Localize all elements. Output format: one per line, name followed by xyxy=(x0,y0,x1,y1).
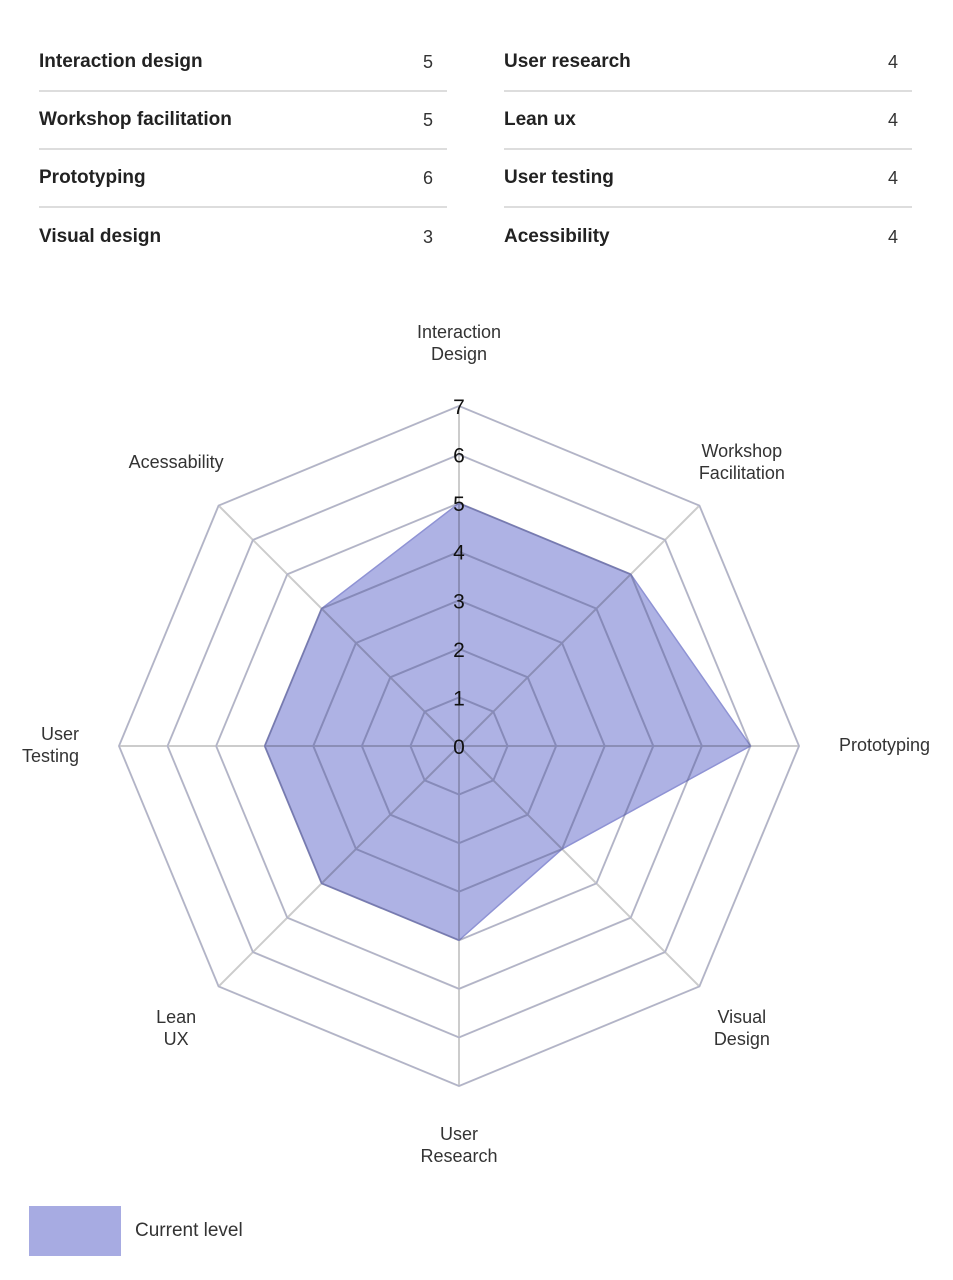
skills-column-left: Interaction design 5 Workshop facilitati… xyxy=(39,34,447,266)
axis-label-line: Design xyxy=(431,344,487,364)
axis-label-line: Workshop xyxy=(701,441,782,461)
skill-name: Visual design xyxy=(39,226,162,247)
axis-label: Lean UX xyxy=(156,1007,196,1049)
axis-label-line: Interaction xyxy=(417,322,501,342)
axis-label: Prototyping xyxy=(839,735,930,755)
axis-label: Interaction Design xyxy=(417,322,501,364)
skill-name: Lean ux xyxy=(504,109,576,130)
axis-label: Visual Design xyxy=(714,1007,770,1049)
skill-name: User research xyxy=(504,51,631,72)
skill-name: Interaction design xyxy=(39,51,203,72)
skill-row: User research 4 xyxy=(504,34,912,92)
tick-label: 0 xyxy=(453,736,465,759)
tick-label: 1 xyxy=(453,687,465,710)
axis-label-line: User xyxy=(41,724,79,744)
axis-label-line: Prototyping xyxy=(839,735,930,755)
axis-label: User Research xyxy=(420,1124,497,1166)
axis-label-line: Facilitation xyxy=(699,463,785,483)
tick-label: 4 xyxy=(453,542,465,565)
tick-label: 6 xyxy=(453,445,465,468)
axis-label: Workshop Facilitation xyxy=(699,441,785,483)
skill-row: Visual design 3 xyxy=(39,208,447,266)
axis-label-line: Visual xyxy=(717,1007,766,1027)
axis-label: User Testing xyxy=(22,724,79,766)
skill-value: 4 xyxy=(887,167,898,188)
skill-value: 4 xyxy=(887,109,898,130)
chart-legend: Current level xyxy=(29,1206,243,1256)
series-area xyxy=(263,502,752,942)
tick-label: 5 xyxy=(453,493,465,516)
grid-ring-overlay xyxy=(118,405,800,1087)
skill-value: 6 xyxy=(422,167,433,188)
skill-name: User testing xyxy=(504,167,614,188)
axis-label-line: Acessability xyxy=(129,452,224,472)
grid-ring-overlay xyxy=(215,502,703,990)
skill-value: 4 xyxy=(887,51,898,72)
skills-table: Interaction design 5 Workshop facilitati… xyxy=(39,34,912,266)
skill-row: Acessibility 4 xyxy=(504,208,912,266)
skill-value: 5 xyxy=(422,109,433,130)
axis-label: Acessability xyxy=(129,452,224,472)
skill-row: Workshop facilitation 5 xyxy=(39,92,447,150)
skill-row: Lean ux 4 xyxy=(504,92,912,150)
tick-label: 3 xyxy=(453,590,465,613)
skill-value: 3 xyxy=(422,226,433,247)
grid-ring-overlay xyxy=(263,550,655,942)
skill-row: User testing 4 xyxy=(504,150,912,208)
legend-swatch xyxy=(29,1206,121,1256)
skills-column-right: User research 4 Lean ux 4 User testing 4… xyxy=(504,34,912,266)
skill-name: Acessibility xyxy=(504,226,610,247)
grid-ring-overlay xyxy=(409,696,509,796)
radar-ticks: 0 1 2 3 4 5 6 7 xyxy=(453,396,465,759)
tick-label: 7 xyxy=(453,396,465,419)
axis-label-line: Design xyxy=(714,1029,770,1049)
grid-ring-overlay xyxy=(166,453,752,1039)
legend-label: Current level xyxy=(135,1220,243,1241)
axis-label-line: Lean xyxy=(156,1007,196,1027)
radar-series xyxy=(118,405,800,1087)
grid-ring-overlay xyxy=(361,648,557,844)
skill-value: 4 xyxy=(887,226,898,247)
skill-row: Prototyping 6 xyxy=(39,150,447,208)
grid-ring-overlay xyxy=(312,599,606,893)
skill-name: Workshop facilitation xyxy=(39,109,232,130)
tick-label: 2 xyxy=(453,639,465,662)
skill-row: Interaction design 5 xyxy=(39,34,447,92)
axis-label-line: User xyxy=(440,1124,478,1144)
skill-name: Prototyping xyxy=(39,167,146,188)
axis-label-line: Testing xyxy=(22,746,79,766)
axis-label-line: UX xyxy=(164,1029,189,1049)
axis-label-line: Research xyxy=(420,1146,497,1166)
skill-value: 5 xyxy=(422,51,433,72)
